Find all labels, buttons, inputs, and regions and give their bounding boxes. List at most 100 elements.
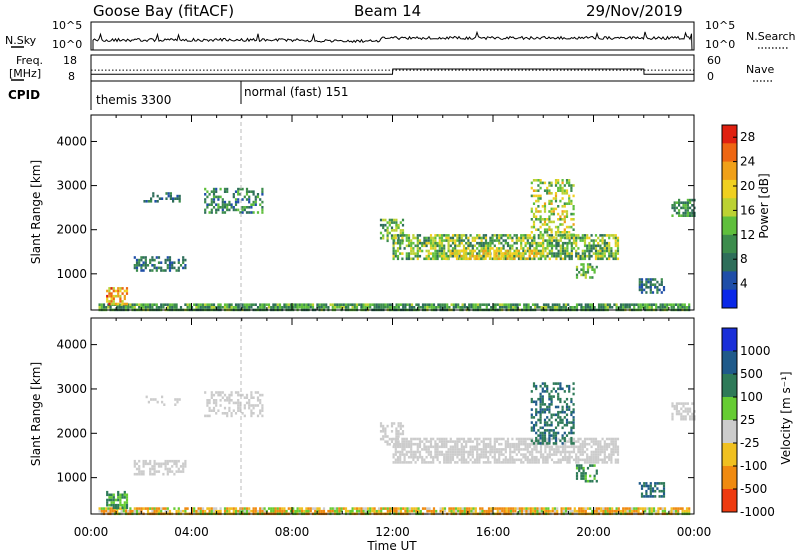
data-point bbox=[689, 417, 692, 421]
data-point bbox=[448, 507, 451, 510]
data-point bbox=[347, 306, 350, 309]
data-point bbox=[485, 306, 488, 309]
data-point bbox=[550, 445, 554, 449]
data-point bbox=[555, 247, 558, 250]
time-tick-label: 00:00 bbox=[677, 525, 712, 539]
data-point bbox=[204, 303, 207, 306]
data-point bbox=[215, 211, 218, 214]
data-point bbox=[661, 303, 664, 306]
data-point bbox=[614, 236, 617, 240]
data-point bbox=[458, 234, 461, 237]
data-point bbox=[489, 241, 492, 245]
data-point bbox=[591, 265, 594, 269]
data-point bbox=[462, 247, 466, 250]
data-point bbox=[399, 458, 402, 462]
data-point bbox=[451, 247, 455, 250]
data-point bbox=[638, 283, 641, 286]
data-point bbox=[608, 249, 611, 253]
data-point bbox=[399, 229, 402, 232]
data-point bbox=[672, 507, 675, 510]
data-point bbox=[482, 257, 485, 261]
data-point bbox=[550, 239, 554, 242]
data-point bbox=[549, 509, 552, 513]
data-point bbox=[248, 198, 251, 201]
data-point bbox=[157, 507, 161, 510]
data-point bbox=[581, 450, 584, 454]
data-point bbox=[226, 203, 229, 206]
data-point bbox=[201, 303, 205, 306]
data-point bbox=[427, 453, 430, 456]
data-point bbox=[178, 197, 181, 200]
colorbar-swatch bbox=[722, 489, 737, 513]
data-point bbox=[394, 249, 397, 253]
data-point bbox=[572, 184, 575, 187]
data-point bbox=[480, 453, 483, 456]
data-point bbox=[597, 442, 600, 446]
data-point bbox=[548, 418, 551, 422]
data-point bbox=[112, 289, 115, 293]
data-point bbox=[605, 257, 609, 261]
data-point bbox=[173, 459, 176, 463]
data-point bbox=[471, 244, 474, 248]
data-point bbox=[572, 205, 575, 208]
data-point bbox=[536, 303, 539, 306]
data-point bbox=[513, 442, 516, 446]
data-point bbox=[691, 417, 694, 421]
data-point bbox=[410, 244, 413, 248]
data-point bbox=[298, 509, 301, 513]
data-point bbox=[241, 303, 244, 306]
data-point bbox=[392, 247, 395, 250]
data-point bbox=[605, 234, 609, 237]
data-point bbox=[557, 181, 560, 185]
data-point bbox=[434, 448, 437, 451]
data-point bbox=[108, 289, 111, 293]
data-point bbox=[204, 198, 207, 201]
data-point bbox=[138, 303, 141, 306]
data-point bbox=[495, 252, 498, 255]
data-point bbox=[117, 292, 120, 295]
data-point bbox=[497, 257, 500, 260]
data-point bbox=[583, 234, 587, 237]
data-point bbox=[575, 241, 578, 245]
data-point bbox=[379, 223, 383, 227]
data-point bbox=[117, 287, 120, 290]
data-point bbox=[248, 507, 251, 510]
data-point bbox=[646, 306, 649, 309]
data-point bbox=[594, 252, 598, 255]
data-point bbox=[572, 212, 575, 216]
data-point bbox=[506, 445, 510, 449]
data-point bbox=[691, 198, 694, 202]
data-point bbox=[588, 241, 591, 245]
data-point bbox=[471, 453, 474, 456]
data-point bbox=[217, 198, 220, 201]
data-point bbox=[144, 264, 147, 267]
data-point bbox=[568, 202, 571, 205]
data-point bbox=[582, 466, 585, 470]
data-point bbox=[480, 450, 483, 454]
data-point bbox=[491, 234, 494, 237]
data-point bbox=[559, 239, 562, 242]
data-point bbox=[414, 453, 417, 456]
data-point bbox=[683, 303, 686, 306]
data-point bbox=[645, 484, 648, 488]
data-point bbox=[281, 507, 284, 510]
colorbar-swatch bbox=[722, 179, 737, 199]
data-point bbox=[239, 193, 242, 196]
data-point bbox=[221, 211, 224, 214]
data-point bbox=[296, 507, 299, 510]
data-point bbox=[172, 197, 175, 200]
data-point bbox=[167, 192, 170, 195]
data-point bbox=[182, 509, 185, 513]
data-point bbox=[584, 509, 587, 513]
data-point bbox=[633, 509, 636, 513]
data-point bbox=[577, 247, 580, 250]
data-point bbox=[539, 252, 542, 255]
data-point bbox=[626, 303, 629, 306]
data-point bbox=[502, 448, 505, 451]
data-point bbox=[456, 236, 459, 240]
data-point bbox=[98, 306, 101, 309]
data-point bbox=[546, 455, 549, 459]
data-point bbox=[482, 234, 485, 237]
data-point bbox=[155, 470, 158, 473]
